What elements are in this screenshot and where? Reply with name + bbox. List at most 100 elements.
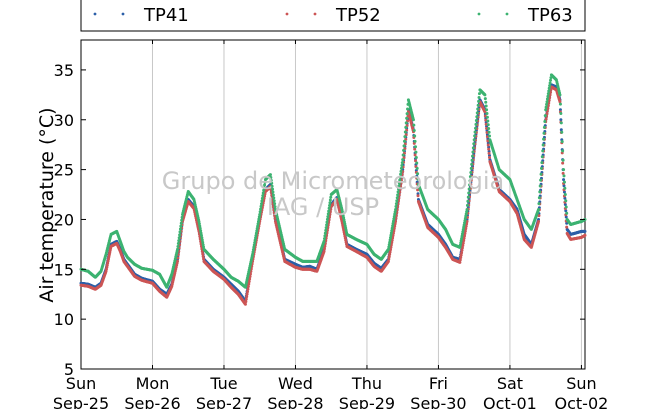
data-point <box>541 143 545 147</box>
x-tick-label-day: Wed <box>278 374 313 393</box>
data-point <box>403 135 407 139</box>
data-point <box>465 207 469 211</box>
data-point <box>564 209 568 213</box>
x-tick-label-day: Sun <box>66 374 96 393</box>
data-point <box>260 199 264 203</box>
data-point <box>559 118 563 122</box>
data-point <box>564 199 568 203</box>
data-point <box>201 254 205 258</box>
watermark: Grupo de Micrometeorologia IAG / USP <box>162 167 504 221</box>
data-point <box>387 255 391 259</box>
data-point <box>462 225 466 229</box>
x-tick-label-day: Thu <box>351 374 382 393</box>
data-point <box>200 238 204 242</box>
data-point <box>255 227 259 231</box>
legend: TP41 TP52 TP63 <box>80 0 586 32</box>
data-point <box>272 199 276 203</box>
y-tick-label: 25 <box>54 161 74 180</box>
data-point <box>562 180 566 184</box>
data-point <box>402 148 406 152</box>
data-point <box>540 155 544 159</box>
data-point <box>178 227 182 231</box>
series-tp63 <box>79 73 587 289</box>
data-point <box>461 243 465 247</box>
data-point <box>468 175 472 179</box>
data-point <box>466 199 470 203</box>
data-point <box>391 224 395 228</box>
data-point <box>471 154 475 158</box>
data-point <box>177 236 181 240</box>
data-point <box>460 234 464 238</box>
data-point <box>488 134 491 138</box>
data-point <box>463 234 467 238</box>
data-point <box>560 130 564 134</box>
data-point <box>488 155 491 159</box>
data-point <box>392 215 396 219</box>
y-tick-labels: 5 10 15 20 25 30 35 <box>54 61 74 379</box>
data-point <box>273 205 277 209</box>
data-point <box>545 102 549 106</box>
data-point <box>257 217 261 221</box>
data-point <box>472 138 476 142</box>
data-point <box>415 161 419 165</box>
data-point <box>405 112 409 116</box>
data-point <box>471 146 475 150</box>
data-point <box>262 186 266 190</box>
data-point <box>583 233 587 237</box>
data-point <box>563 196 567 200</box>
data-point <box>244 300 248 304</box>
data-point <box>199 233 203 237</box>
data-point <box>558 100 562 104</box>
data-point <box>253 238 257 242</box>
data-point <box>473 134 477 138</box>
data-point <box>469 171 473 175</box>
data-point <box>392 217 396 221</box>
data-point <box>270 181 274 185</box>
data-point <box>416 194 420 198</box>
data-point <box>486 143 490 147</box>
data-point <box>464 214 468 218</box>
data-point <box>256 220 260 224</box>
data-point <box>476 107 480 111</box>
data-points <box>79 73 587 306</box>
data-point <box>389 231 393 235</box>
data-point <box>261 191 265 195</box>
ticks <box>80 40 585 370</box>
data-point <box>259 207 263 211</box>
data-point <box>387 245 391 249</box>
data-point <box>485 112 489 116</box>
data-point <box>327 206 331 210</box>
data-point <box>416 177 420 181</box>
data-point <box>485 115 489 119</box>
data-point <box>396 190 400 194</box>
data-point <box>395 196 399 200</box>
data-point <box>468 183 472 187</box>
data-point <box>474 119 478 123</box>
data-point <box>477 96 481 100</box>
data-point <box>178 230 182 234</box>
data-point <box>259 202 263 206</box>
data-point <box>254 234 258 238</box>
data-point <box>545 100 549 104</box>
legend-box <box>80 0 586 32</box>
data-point <box>547 89 551 93</box>
data-point <box>271 193 275 197</box>
data-point <box>254 236 258 240</box>
data-point <box>565 225 569 229</box>
data-point <box>393 210 397 214</box>
data-point <box>544 105 548 109</box>
data-point <box>562 184 566 188</box>
data-point <box>244 297 248 301</box>
data-point <box>458 243 462 247</box>
y-tick-label: 20 <box>54 210 74 229</box>
data-point <box>539 166 543 170</box>
data-point <box>483 93 487 97</box>
data-point <box>247 280 251 283</box>
x-tick-label-date: Sep-26 <box>124 394 180 409</box>
data-point <box>471 150 475 154</box>
data-point <box>389 236 393 240</box>
data-point <box>326 212 330 216</box>
data-point <box>487 147 491 151</box>
data-point <box>253 241 257 245</box>
x-tick-label-date: Sep-25 <box>53 394 109 409</box>
